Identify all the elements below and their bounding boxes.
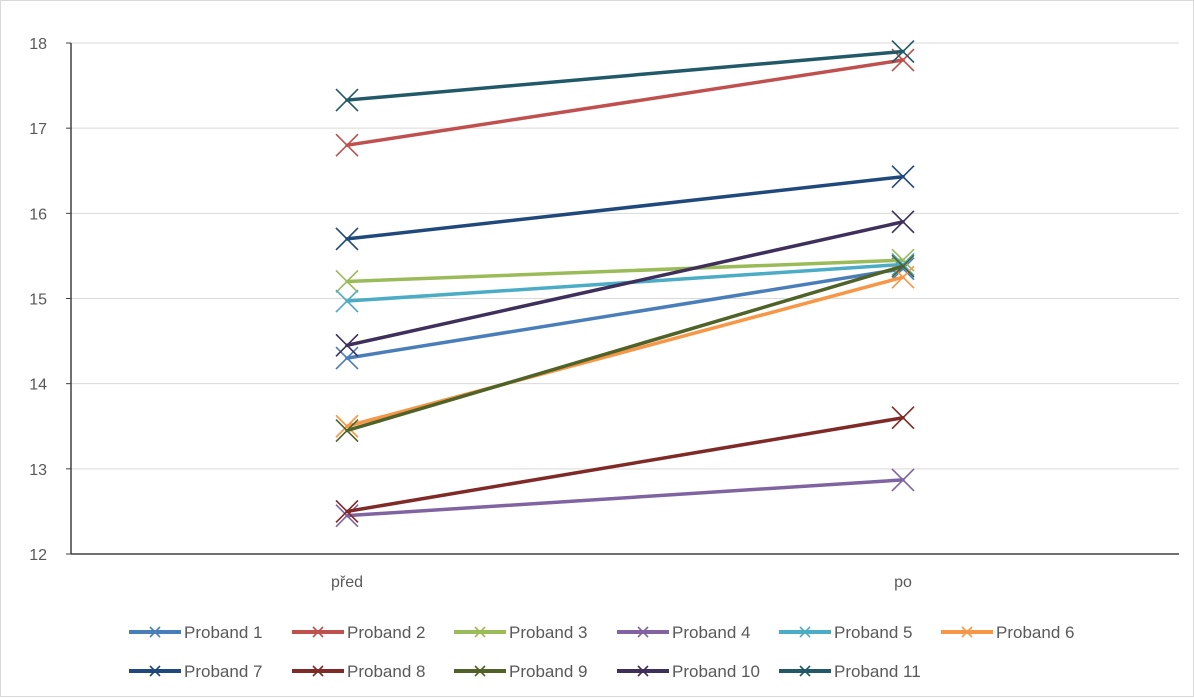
series-8 bbox=[335, 406, 915, 523]
series-line bbox=[345, 478, 905, 518]
legend-marker bbox=[149, 665, 161, 677]
data-point-marker bbox=[335, 227, 359, 251]
data-point-marker bbox=[335, 414, 359, 438]
series-line bbox=[345, 266, 905, 360]
x-tick-label: před bbox=[331, 574, 363, 591]
legend-marker bbox=[312, 626, 324, 638]
series-3 bbox=[335, 248, 915, 294]
data-point-marker bbox=[335, 499, 359, 523]
legend-label: Proband 7 bbox=[184, 662, 262, 681]
series-line bbox=[345, 258, 905, 284]
series-line bbox=[345, 174, 905, 241]
data-point-marker bbox=[335, 269, 359, 294]
legend-marker bbox=[961, 626, 973, 638]
legend-entry: Proband 5 bbox=[779, 623, 912, 642]
legend-entry: Proband 6 bbox=[941, 623, 1074, 642]
legend-label: Proband 2 bbox=[347, 623, 425, 642]
legend-label: Proband 9 bbox=[509, 662, 587, 681]
data-point-marker bbox=[335, 418, 359, 443]
series-lines bbox=[335, 39, 915, 528]
x-tick-label: po bbox=[894, 574, 912, 591]
series-line bbox=[345, 49, 905, 102]
legend-marker bbox=[474, 626, 486, 638]
legend-label: Proband 10 bbox=[672, 662, 760, 681]
series-10 bbox=[335, 210, 915, 357]
series-6 bbox=[335, 265, 915, 438]
gridlines bbox=[71, 42, 1179, 470]
series-line bbox=[345, 264, 905, 433]
legend-marker bbox=[799, 626, 811, 638]
y-tick-label: 14 bbox=[29, 377, 47, 394]
legend-label: Proband 11 bbox=[834, 662, 921, 681]
legend-marker bbox=[637, 626, 649, 638]
y-tick-label: 17 bbox=[29, 121, 47, 138]
legend-label: Proband 8 bbox=[347, 662, 425, 681]
data-point-marker bbox=[335, 346, 359, 370]
data-point-marker bbox=[891, 39, 915, 64]
data-point-marker bbox=[891, 210, 915, 234]
legend-marker bbox=[474, 665, 486, 677]
y-tick-label: 16 bbox=[29, 206, 47, 223]
data-point-marker bbox=[891, 406, 915, 430]
legend-entry: Proband 2 bbox=[292, 623, 425, 642]
data-point-marker bbox=[891, 468, 915, 492]
legend-label: Proband 6 bbox=[996, 623, 1074, 642]
data-point-marker bbox=[335, 333, 359, 357]
legend-label: Proband 5 bbox=[834, 623, 912, 642]
legend-label: Proband 3 bbox=[509, 623, 587, 642]
legend-marker bbox=[312, 665, 324, 677]
data-point-marker bbox=[335, 88, 359, 112]
series-line bbox=[345, 220, 905, 348]
legend-entry: Proband 9 bbox=[454, 662, 587, 681]
legend-entry: Proband 11 bbox=[779, 662, 921, 681]
legend: Proband 1 Proband 2 Proband 3 Proband 4 Prob… bbox=[129, 623, 1074, 681]
legend-entry: Proband 10 bbox=[617, 662, 760, 681]
legend-entry: Proband 4 bbox=[617, 623, 750, 642]
legend-label: Proband 1 bbox=[184, 623, 262, 642]
legend-marker bbox=[149, 626, 161, 638]
y-axis-ticks: 12 13 14 15 16 17 18 bbox=[29, 36, 47, 564]
legend-entry: Proband 3 bbox=[454, 623, 587, 642]
series-11 bbox=[335, 39, 915, 112]
legend-entry: Proband 8 bbox=[292, 662, 425, 681]
series-line bbox=[345, 275, 905, 428]
x-axis-ticks: před po bbox=[331, 574, 912, 591]
data-point-marker bbox=[335, 133, 359, 157]
y-tick-label: 13 bbox=[29, 462, 47, 479]
series-line bbox=[345, 415, 905, 514]
legend-label: Proband 4 bbox=[672, 623, 750, 642]
series-2 bbox=[335, 48, 915, 157]
axes bbox=[66, 42, 1179, 555]
series-line bbox=[345, 58, 905, 147]
series-9 bbox=[335, 254, 915, 443]
y-tick-label: 15 bbox=[29, 292, 47, 309]
data-point-marker bbox=[891, 254, 915, 278]
data-point-marker bbox=[335, 504, 359, 528]
data-point-marker bbox=[335, 289, 359, 313]
legend-marker bbox=[799, 665, 811, 677]
series-4 bbox=[335, 468, 915, 528]
series-7 bbox=[335, 165, 915, 251]
legend-entry: Proband 7 bbox=[129, 662, 262, 681]
legend-marker bbox=[637, 665, 649, 677]
y-tick-label: 18 bbox=[29, 36, 47, 53]
y-tick-label: 12 bbox=[29, 547, 47, 564]
legend-entry: Proband 1 bbox=[129, 623, 262, 642]
data-point-marker bbox=[891, 165, 915, 189]
